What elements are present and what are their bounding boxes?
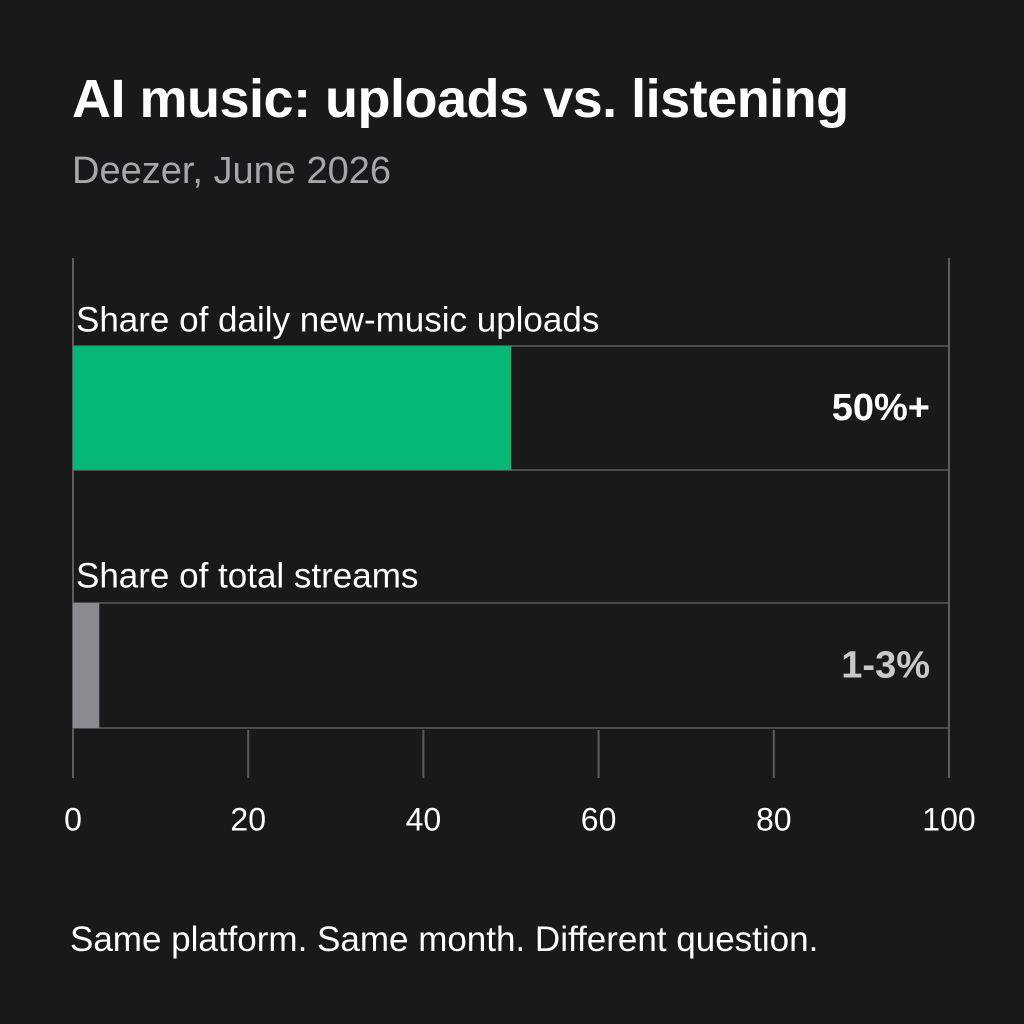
category-label: Share of total streams [76,556,418,595]
x-tick-label: 0 [64,801,82,837]
x-tick-label: 80 [756,801,792,837]
x-tick-label: 60 [581,801,617,837]
chart-subtitle: Deezer, June 2026 [72,150,392,192]
bar-uploads [73,346,511,470]
bar-streams [73,603,100,728]
value-label: 50%+ [832,387,930,429]
x-tick-label: 20 [230,801,266,837]
x-tick-label: 100 [922,801,975,837]
category-label: Share of daily new-music uploads [76,300,599,339]
chart-footnote: Same platform. Same month. Different que… [70,920,819,959]
value-label: 1-3% [841,645,930,687]
x-tick-label: 40 [406,801,442,837]
chart-title: AI music: uploads vs. listening [72,69,849,129]
